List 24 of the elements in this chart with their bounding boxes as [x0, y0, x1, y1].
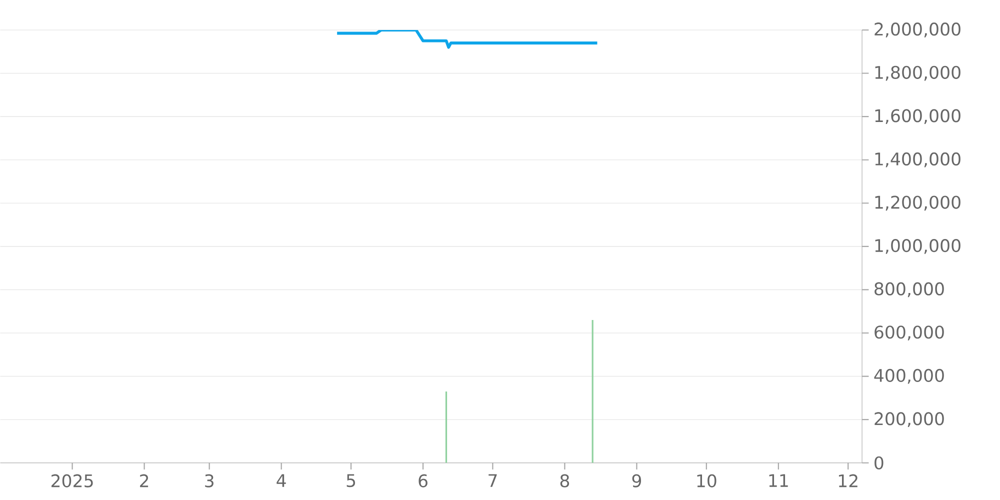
y-tick-label: 2,000,000 [874, 22, 960, 38]
x-tick-label: 9 [632, 474, 642, 488]
x-tick-label: 4 [276, 474, 286, 487]
x-tick-label: 3 [205, 474, 214, 488]
y-tick-label: 1,800,000 [875, 66, 960, 81]
x-tick-label: 10 [697, 474, 716, 488]
y-tick-label: 1,000,000 [875, 239, 960, 254]
x-tick-label: 2025 [52, 474, 93, 488]
y-tick-label: 0 [874, 456, 884, 470]
y-tick-label: 1,400,000 [875, 152, 960, 168]
x-tick-label: 6 [418, 474, 428, 488]
y-tick-label: 200,000 [874, 412, 944, 428]
x-tick-label: 2 [140, 474, 148, 488]
line-series [336, 30, 599, 49]
y-tick-label: 800,000 [874, 282, 944, 298]
y-tick-label: 1,200,000 [875, 196, 960, 211]
x-tick-label: 8 [560, 474, 570, 488]
x-tick-label: 5 [346, 474, 356, 488]
x-tick-label: 12 [838, 474, 858, 488]
y-tick-label: 400,000 [874, 368, 944, 384]
y-tick-label: 600,000 [874, 326, 944, 340]
x-tick-label: 7 [488, 474, 497, 487]
y-tick-label: 1,600,000 [875, 109, 960, 124]
x-tick-label: 11 [769, 474, 788, 487]
